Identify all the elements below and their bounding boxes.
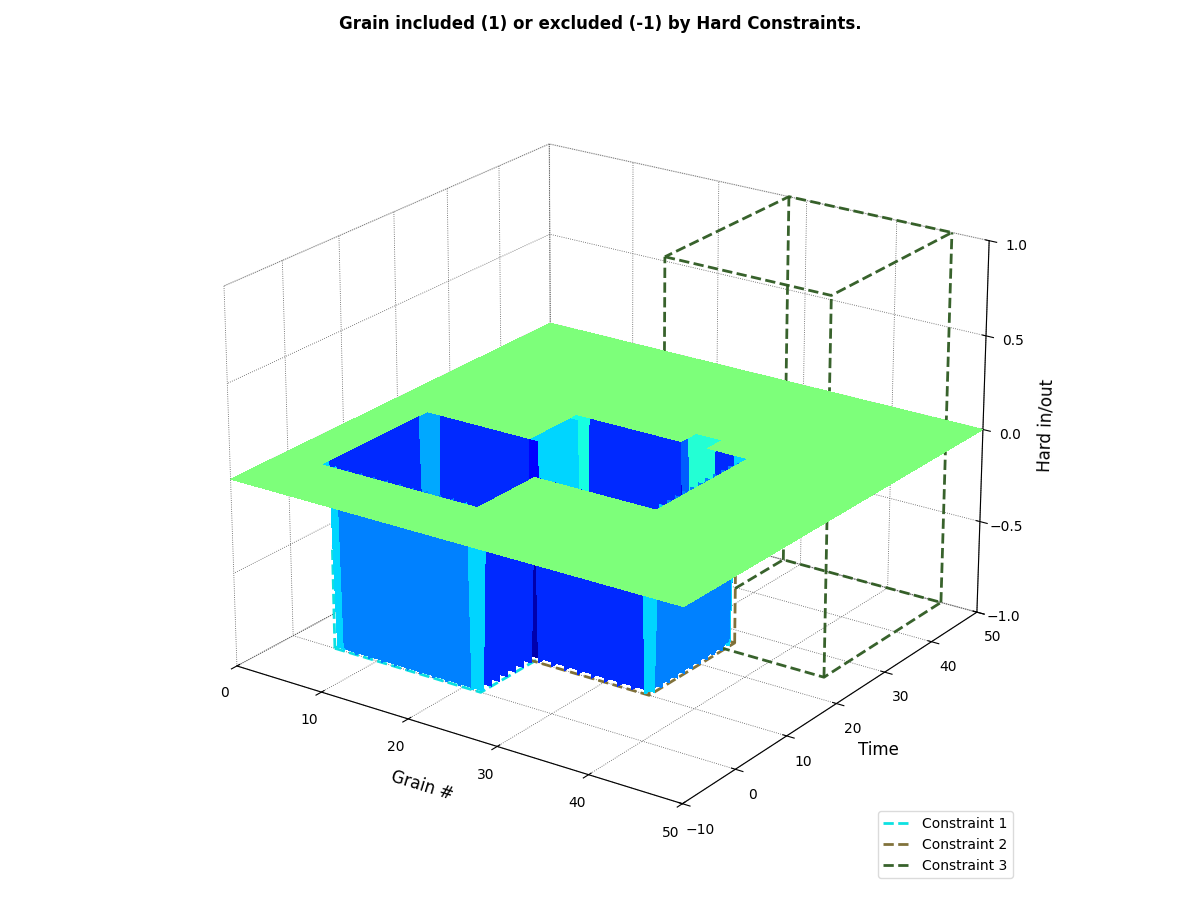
Legend: Constraint 1, Constraint 2, Constraint 3: Constraint 1, Constraint 2, Constraint 3: [878, 811, 1014, 878]
Title: Grain included (1) or excluded (-1) by Hard Constraints.: Grain included (1) or excluded (-1) by H…: [339, 15, 862, 33]
X-axis label: Grain #: Grain #: [389, 768, 455, 804]
Y-axis label: Time: Time: [858, 742, 900, 760]
